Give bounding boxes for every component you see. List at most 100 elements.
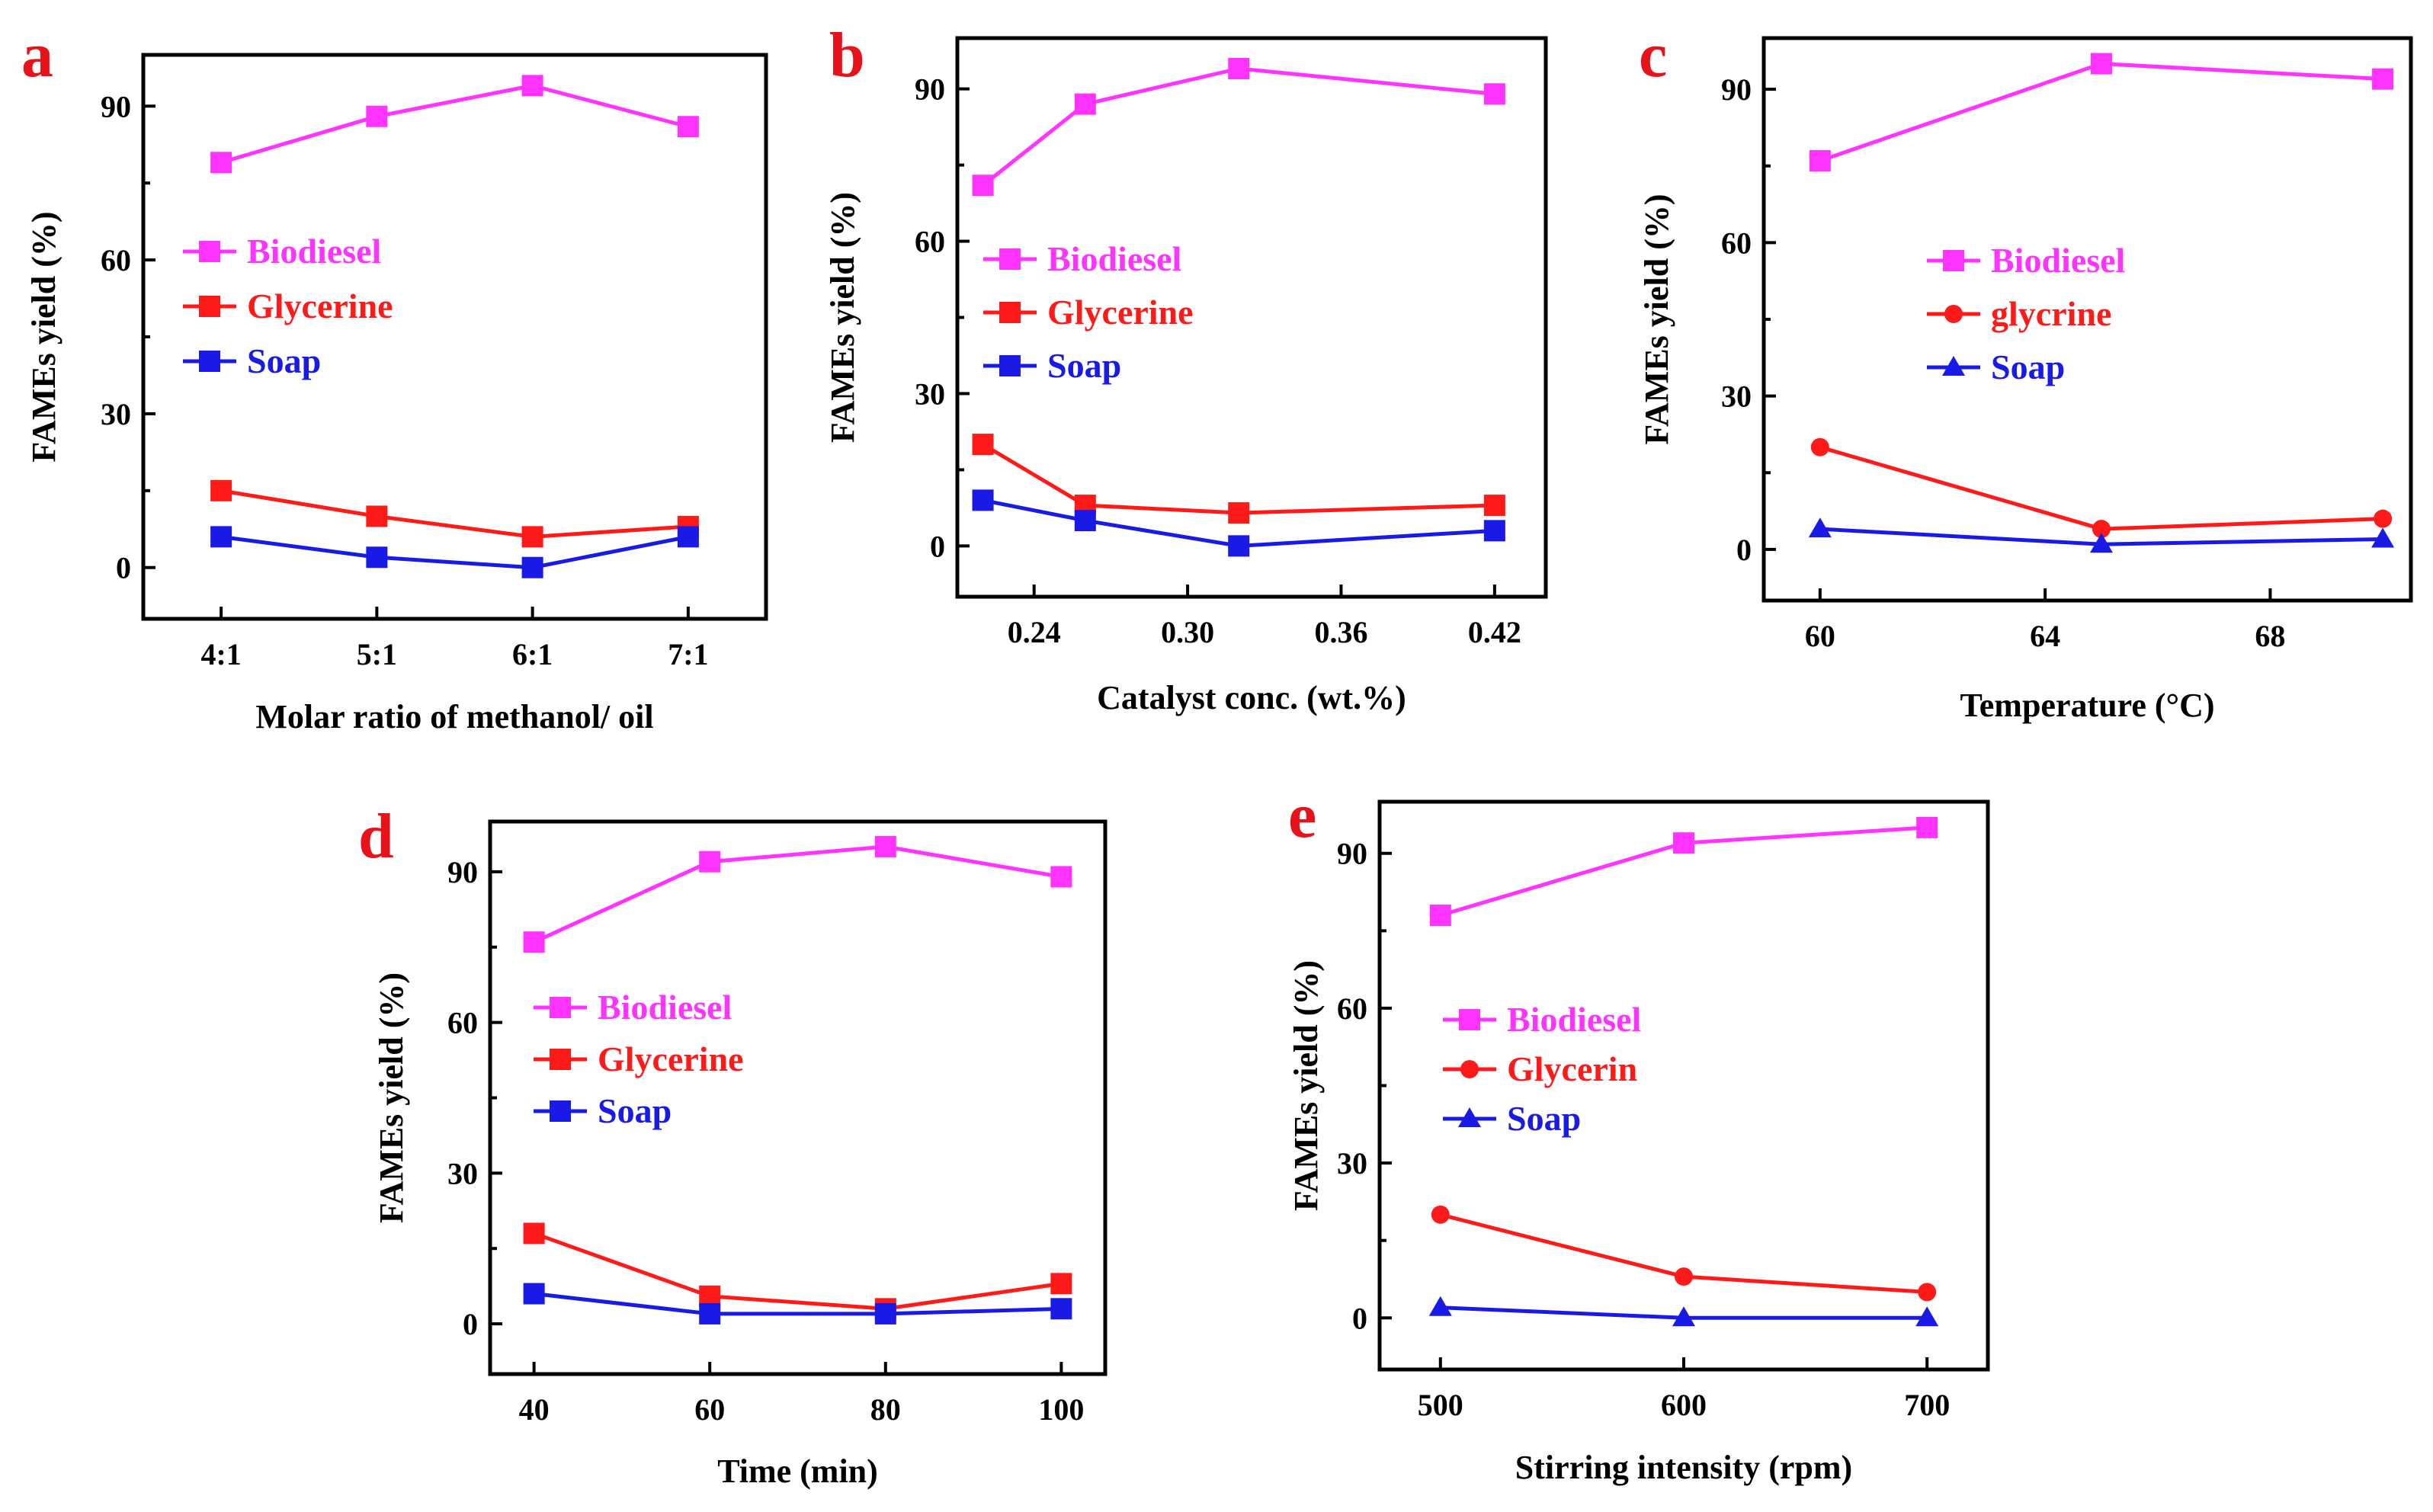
y-tick-label: 0	[1352, 1301, 1367, 1335]
x-tick-label: 0.30	[1161, 615, 1214, 649]
x-axis-title: Molar ratio of methanol/ oil	[255, 698, 653, 735]
legend-label: Biodiesel	[247, 232, 381, 271]
panel-letter: a	[21, 20, 53, 91]
legend-marker	[999, 302, 1021, 323]
data-point-glycerine	[523, 1222, 545, 1245]
data-point-biodiesel	[521, 75, 543, 97]
y-tick-label: 30	[447, 1156, 478, 1190]
y-tick-label: 0	[116, 551, 131, 585]
data-point-glycrine	[2092, 520, 2111, 539]
y-axis-title: FAMEs yield (%)	[1287, 960, 1325, 1211]
data-point-glycerin	[1431, 1205, 1450, 1224]
data-point-glycerine	[1050, 1273, 1072, 1295]
data-point-soap	[210, 526, 232, 548]
x-axis-title: Catalyst conc. (wt.%)	[1097, 679, 1406, 716]
x-tick-label: 100	[1038, 1392, 1084, 1427]
series-line-soap	[534, 1292, 1062, 1316]
legend-marker	[550, 997, 571, 1018]
data-point-soap	[1672, 1306, 1695, 1327]
legend-label: Soap	[598, 1091, 672, 1130]
y-tick-label: 60	[1721, 226, 1752, 260]
legend-marker	[199, 241, 220, 262]
legend-marker	[199, 351, 220, 372]
y-tick-label: 90	[447, 855, 478, 889]
panel-d: d 0 30 60 90 40 60 80 100 Time (min) FAMEs yield (…	[358, 801, 1108, 1490]
x-tick-label: 0.42	[1468, 615, 1521, 649]
series-line-soap	[220, 534, 689, 570]
data-point-biodiesel	[699, 850, 721, 873]
legend-marker	[1460, 1060, 1479, 1078]
data-point-glycerin	[1918, 1283, 1937, 1302]
data-point-biodiesel	[1809, 150, 1831, 172]
y-axis-title: FAMEs yield (%)	[1638, 194, 1675, 444]
data-point-biodiesel	[1916, 816, 1938, 838]
legend-marker	[1459, 1009, 1480, 1030]
data-point-glycerine	[210, 479, 232, 501]
data-point-soap	[1483, 520, 1505, 542]
data-point-glycerin	[1675, 1267, 1693, 1286]
series-line-glycerine	[533, 1232, 1062, 1311]
legend-marker	[1942, 356, 1965, 376]
legend-marker	[199, 296, 220, 317]
y-tick-label: 0	[463, 1307, 478, 1341]
data-point-biodiesel	[1074, 93, 1096, 115]
y-axis-title: FAMEs yield (%)	[25, 211, 63, 462]
data-point-soap	[972, 489, 994, 511]
data-point-glycerine	[972, 434, 994, 456]
y-tick-label: 90	[101, 89, 131, 123]
data-point-biodiesel	[677, 116, 699, 138]
series-line-glycerine	[220, 489, 689, 539]
panel-letter: e	[1288, 780, 1316, 851]
y-tick-label: 60	[447, 1006, 478, 1040]
data-point-biodiesel	[1673, 832, 1694, 854]
y-tick-label: 60	[915, 225, 945, 259]
x-tick-label: 60	[1805, 619, 1835, 653]
panel-letter: c	[1639, 20, 1667, 91]
legend-label: Soap	[1047, 346, 1121, 385]
data-point-soap	[521, 556, 543, 578]
x-tick-label: 5:1	[357, 637, 397, 671]
y-tick-label: 90	[1337, 837, 1367, 871]
legend-label: Glycerine	[1047, 293, 1194, 332]
x-tick-label: 500	[1418, 1388, 1463, 1422]
legend-label: Glycerine	[247, 287, 393, 325]
data-point-soap	[1915, 1306, 1939, 1327]
data-point-soap	[677, 526, 699, 548]
data-point-biodiesel	[874, 835, 896, 857]
series-line-biodiesel	[1819, 62, 2383, 163]
panel-b: b 0 30 60 90 0.24 0.30 0.36 0.42 Catalyst conc. (…	[824, 20, 1548, 716]
legend-label: Glycerin	[1507, 1049, 1637, 1088]
x-tick-label: 68	[2255, 619, 2285, 653]
panel-letter: b	[829, 20, 865, 91]
legend-marker	[1944, 305, 1963, 323]
data-point-biodiesel	[1429, 905, 1451, 926]
legend-marker	[1943, 250, 1964, 271]
data-point-glycrine	[2374, 509, 2393, 528]
data-point-biodiesel	[1483, 83, 1505, 105]
data-point-biodiesel	[210, 152, 232, 174]
x-tick-label: 7:1	[668, 637, 708, 671]
legend-label: Soap	[1991, 348, 2065, 386]
data-point-glycerine	[1228, 502, 1250, 524]
x-tick-label: 6:1	[512, 637, 553, 671]
legend-label: Biodiesel	[598, 988, 732, 1027]
data-point-glycerine	[366, 505, 388, 527]
data-point-biodiesel	[523, 931, 545, 953]
data-point-soap	[1228, 535, 1250, 557]
legend-marker	[999, 248, 1021, 270]
data-point-glycerine	[521, 526, 543, 548]
data-point-biodiesel	[972, 175, 994, 197]
y-tick-label: 30	[1337, 1146, 1367, 1180]
y-axis-title: FAMEs yield (%)	[824, 192, 861, 443]
data-point-soap	[1428, 1296, 1452, 1316]
data-point-glycerine	[1483, 495, 1505, 517]
legend-label: Biodiesel	[1047, 239, 1181, 278]
x-tick-label: 0.24	[1008, 615, 1061, 649]
y-axis-title: FAMEs yield (%)	[373, 972, 410, 1223]
data-point-soap	[1808, 517, 1832, 538]
data-point-soap	[874, 1302, 896, 1325]
data-point-soap	[1050, 1298, 1072, 1320]
legend-marker	[1458, 1107, 1481, 1127]
plot-frame	[141, 53, 768, 621]
